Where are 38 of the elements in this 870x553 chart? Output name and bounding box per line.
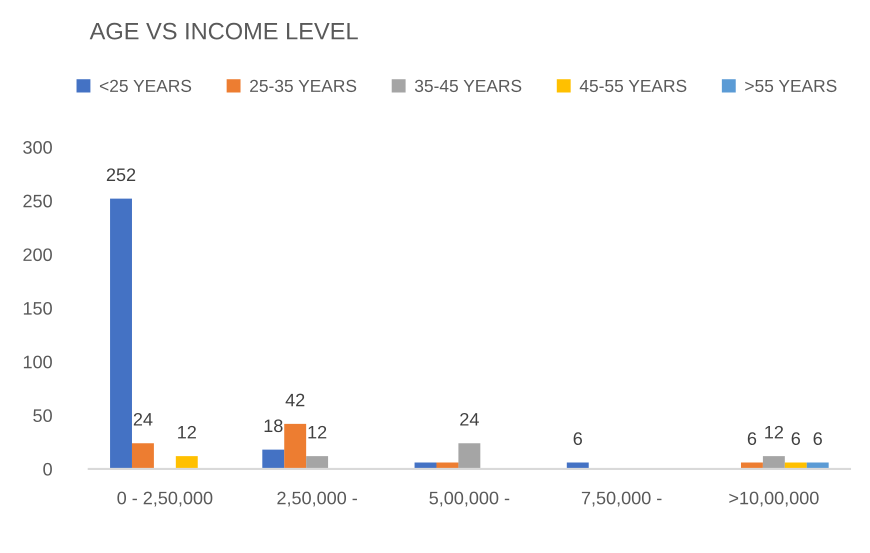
data-label: 12 — [308, 426, 326, 438]
data-label: 12 — [178, 426, 196, 438]
data-label: 6 — [792, 432, 800, 446]
data-label: 18 — [264, 419, 283, 432]
legend-label: 45-55 YEARS — [580, 80, 686, 92]
data-label: 6 — [574, 432, 582, 446]
bar — [458, 443, 480, 469]
x-tick-label: 0 - 2,50,000 — [117, 492, 212, 507]
data-label: 24 — [460, 412, 479, 426]
data-label: 42 — [286, 394, 304, 406]
data-label: 12 — [765, 426, 783, 438]
y-tick-label: 250 — [23, 194, 52, 208]
legend-label: >55 YEARS — [745, 80, 836, 92]
bar — [132, 443, 154, 469]
x-tick-label: 7,50,000 - — [582, 492, 662, 507]
chart-title: AGE VS INCOME LEVEL — [90, 22, 358, 40]
bar — [284, 424, 306, 469]
data-label: 252 — [106, 168, 136, 182]
y-tick-label: 100 — [24, 356, 52, 368]
legend-label: <25 YEARS — [100, 80, 192, 92]
bar — [176, 456, 198, 469]
x-tick-label: >10,00,000 — [729, 492, 819, 507]
bar — [262, 450, 284, 469]
bar — [762, 456, 785, 469]
x-tick-label: 2,50,000 - — [277, 492, 357, 507]
y-tick-label: 150 — [24, 302, 52, 315]
y-tick-label: 300 — [23, 141, 52, 154]
bar — [110, 198, 132, 469]
data-label: 6 — [748, 432, 756, 446]
y-tick-label: 0 — [43, 462, 52, 476]
data-label: 6 — [814, 432, 822, 446]
legend-label: 25-35 YEARS — [250, 80, 356, 92]
legend-label: 35-45 YEARS — [414, 80, 522, 92]
data-label: 24 — [134, 412, 152, 426]
y-tick-label: 200 — [23, 248, 52, 262]
y-tick-label: 50 — [33, 409, 52, 422]
x-tick-label: 5,00,000 - — [429, 492, 510, 507]
bar — [306, 456, 328, 469]
